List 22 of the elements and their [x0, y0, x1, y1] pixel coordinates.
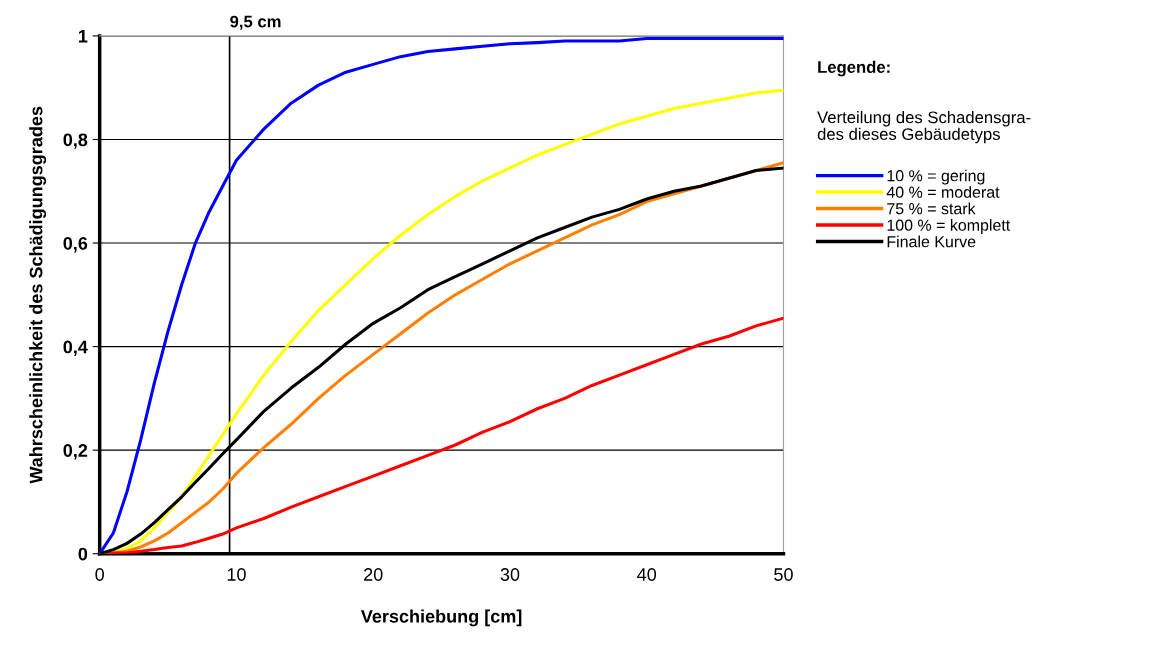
legend-label: 40 % = moderat [886, 186, 1000, 198]
y-tick-label: 0,6 [63, 236, 88, 253]
y-axis-title: Wahrscheinlichkeit des Schädigungsgrades [29, 106, 47, 484]
legend-title: Legende: [818, 60, 890, 77]
legend-label: 10 % = gering [887, 169, 985, 185]
x-tick-label: 30 [500, 568, 520, 581]
y-tick-label: 0 [78, 547, 88, 561]
x-tick-label: 50 [774, 568, 793, 581]
ref-line-label: 9,5 cm [230, 15, 281, 30]
text: Verteilung des Schadensgra- des dieses Gebäudetyps [817, 111, 1031, 144]
x-tick-label: 40 [637, 568, 657, 581]
legend-label: 75 % = stark [887, 202, 976, 215]
x-tick-label: 20 [364, 568, 383, 581]
y-tick-label: 0,4 [63, 340, 88, 356]
y-tick-label: 0,2 [63, 444, 88, 460]
y-tick-label: 1 [78, 30, 88, 43]
x-tick-label: 0 [95, 568, 104, 581]
x-axis-title: Verschiebung [cm] [360, 609, 522, 627]
y-tick-label: 0,8 [63, 133, 88, 149]
legend-label: 100 % = komplett [887, 219, 1011, 234]
legend-label: Finale Kurve [887, 235, 976, 248]
x-tick-label: 10 [227, 568, 246, 581]
